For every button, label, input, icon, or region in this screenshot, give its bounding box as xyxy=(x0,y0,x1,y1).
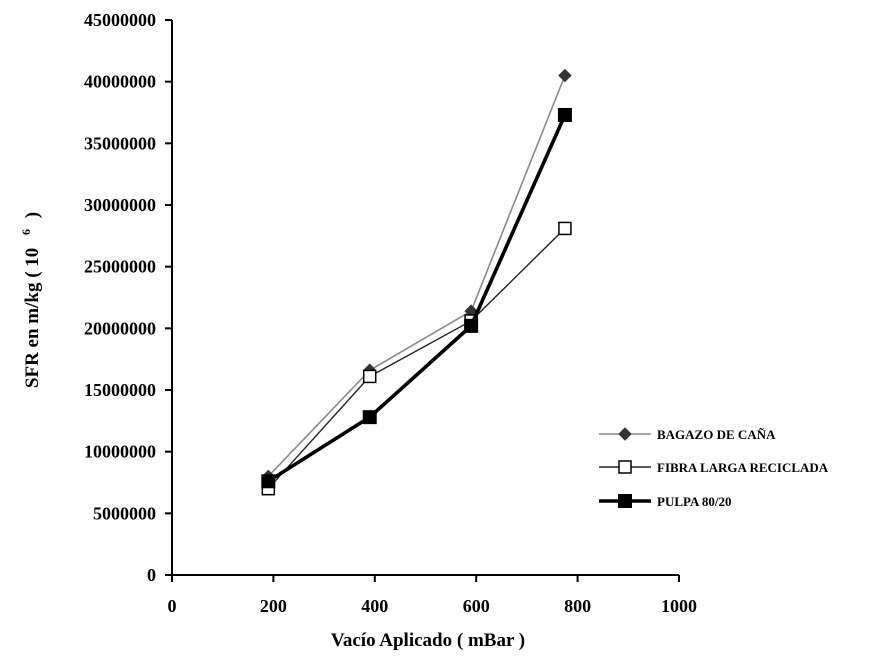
marker-filled-square xyxy=(618,494,632,508)
series-line xyxy=(267,75,566,477)
y-tick-label: 40000000 xyxy=(84,72,156,92)
legend-entry: FIBRA LARGA RECICLADA xyxy=(599,460,829,475)
y-tick-label: 5000000 xyxy=(93,503,156,523)
y-tick-label: 30000000 xyxy=(84,195,156,215)
legend-label: FIBRA LARGA RECICLADA xyxy=(657,460,829,475)
y-tick-label: 15000000 xyxy=(84,380,156,400)
svg-text:SFR en m/kg ( 10 6: SFR en m/kg ( 10 6 ) xyxy=(14,212,43,388)
y-axis-title-exponent: 6 xyxy=(19,229,33,235)
axes xyxy=(171,20,679,576)
legend-entry: PULPA 80/20 xyxy=(599,494,732,509)
x-tick-label: 1000 xyxy=(661,596,697,616)
x-tick-label: 200 xyxy=(260,596,287,616)
series-diamond xyxy=(261,68,572,484)
series-line xyxy=(267,114,567,483)
marker-open-square xyxy=(362,369,377,384)
legend-entry: BAGAZO DE CAÑA xyxy=(599,427,776,442)
marker-open-square xyxy=(618,460,632,474)
y-tick-label: 20000000 xyxy=(84,318,156,338)
y-tick-label: 10000000 xyxy=(84,442,156,462)
x-tick-label: 400 xyxy=(361,596,388,616)
marker-filled-square xyxy=(557,107,572,122)
marker-diamond xyxy=(618,427,632,441)
y-axis-title-main: SFR en m/kg ( 10 xyxy=(22,248,43,388)
marker-filled-square xyxy=(464,318,479,333)
series-layer xyxy=(261,68,572,496)
marker-open-square xyxy=(558,221,572,236)
marker-filled-square xyxy=(362,410,377,425)
ticks: 0 200 400 600 800 1000 0 5000000 10000000 1500000… xyxy=(84,10,697,616)
series-filled-square xyxy=(261,107,572,489)
x-tick-label: 0 xyxy=(168,596,177,616)
x-tick-label: 600 xyxy=(463,596,490,616)
y-tick-label: 0 xyxy=(147,565,156,585)
y-tick-label: 35000000 xyxy=(84,133,156,153)
x-axis-title: Vacío Aplicado ( mBar ) xyxy=(331,630,525,651)
legend-label: BAGAZO DE CAÑA xyxy=(657,427,776,442)
legend-label: PULPA 80/20 xyxy=(657,494,732,509)
series-line xyxy=(267,227,566,490)
legend: BAGAZO DE CAÑA FIBRA LARGA RECICLADA PULPA… xyxy=(599,427,829,509)
y-tick-label: 25000000 xyxy=(84,257,156,277)
y-axis-title-close: ) xyxy=(22,212,43,218)
x-tick-label: 800 xyxy=(564,596,591,616)
marker-filled-square xyxy=(261,474,276,489)
series-open-square xyxy=(261,221,572,496)
y-axis-title: SFR en m/kg ( 10 6 ) xyxy=(14,212,43,388)
marker-diamond xyxy=(558,68,572,83)
y-tick-label: 45000000 xyxy=(84,10,156,30)
